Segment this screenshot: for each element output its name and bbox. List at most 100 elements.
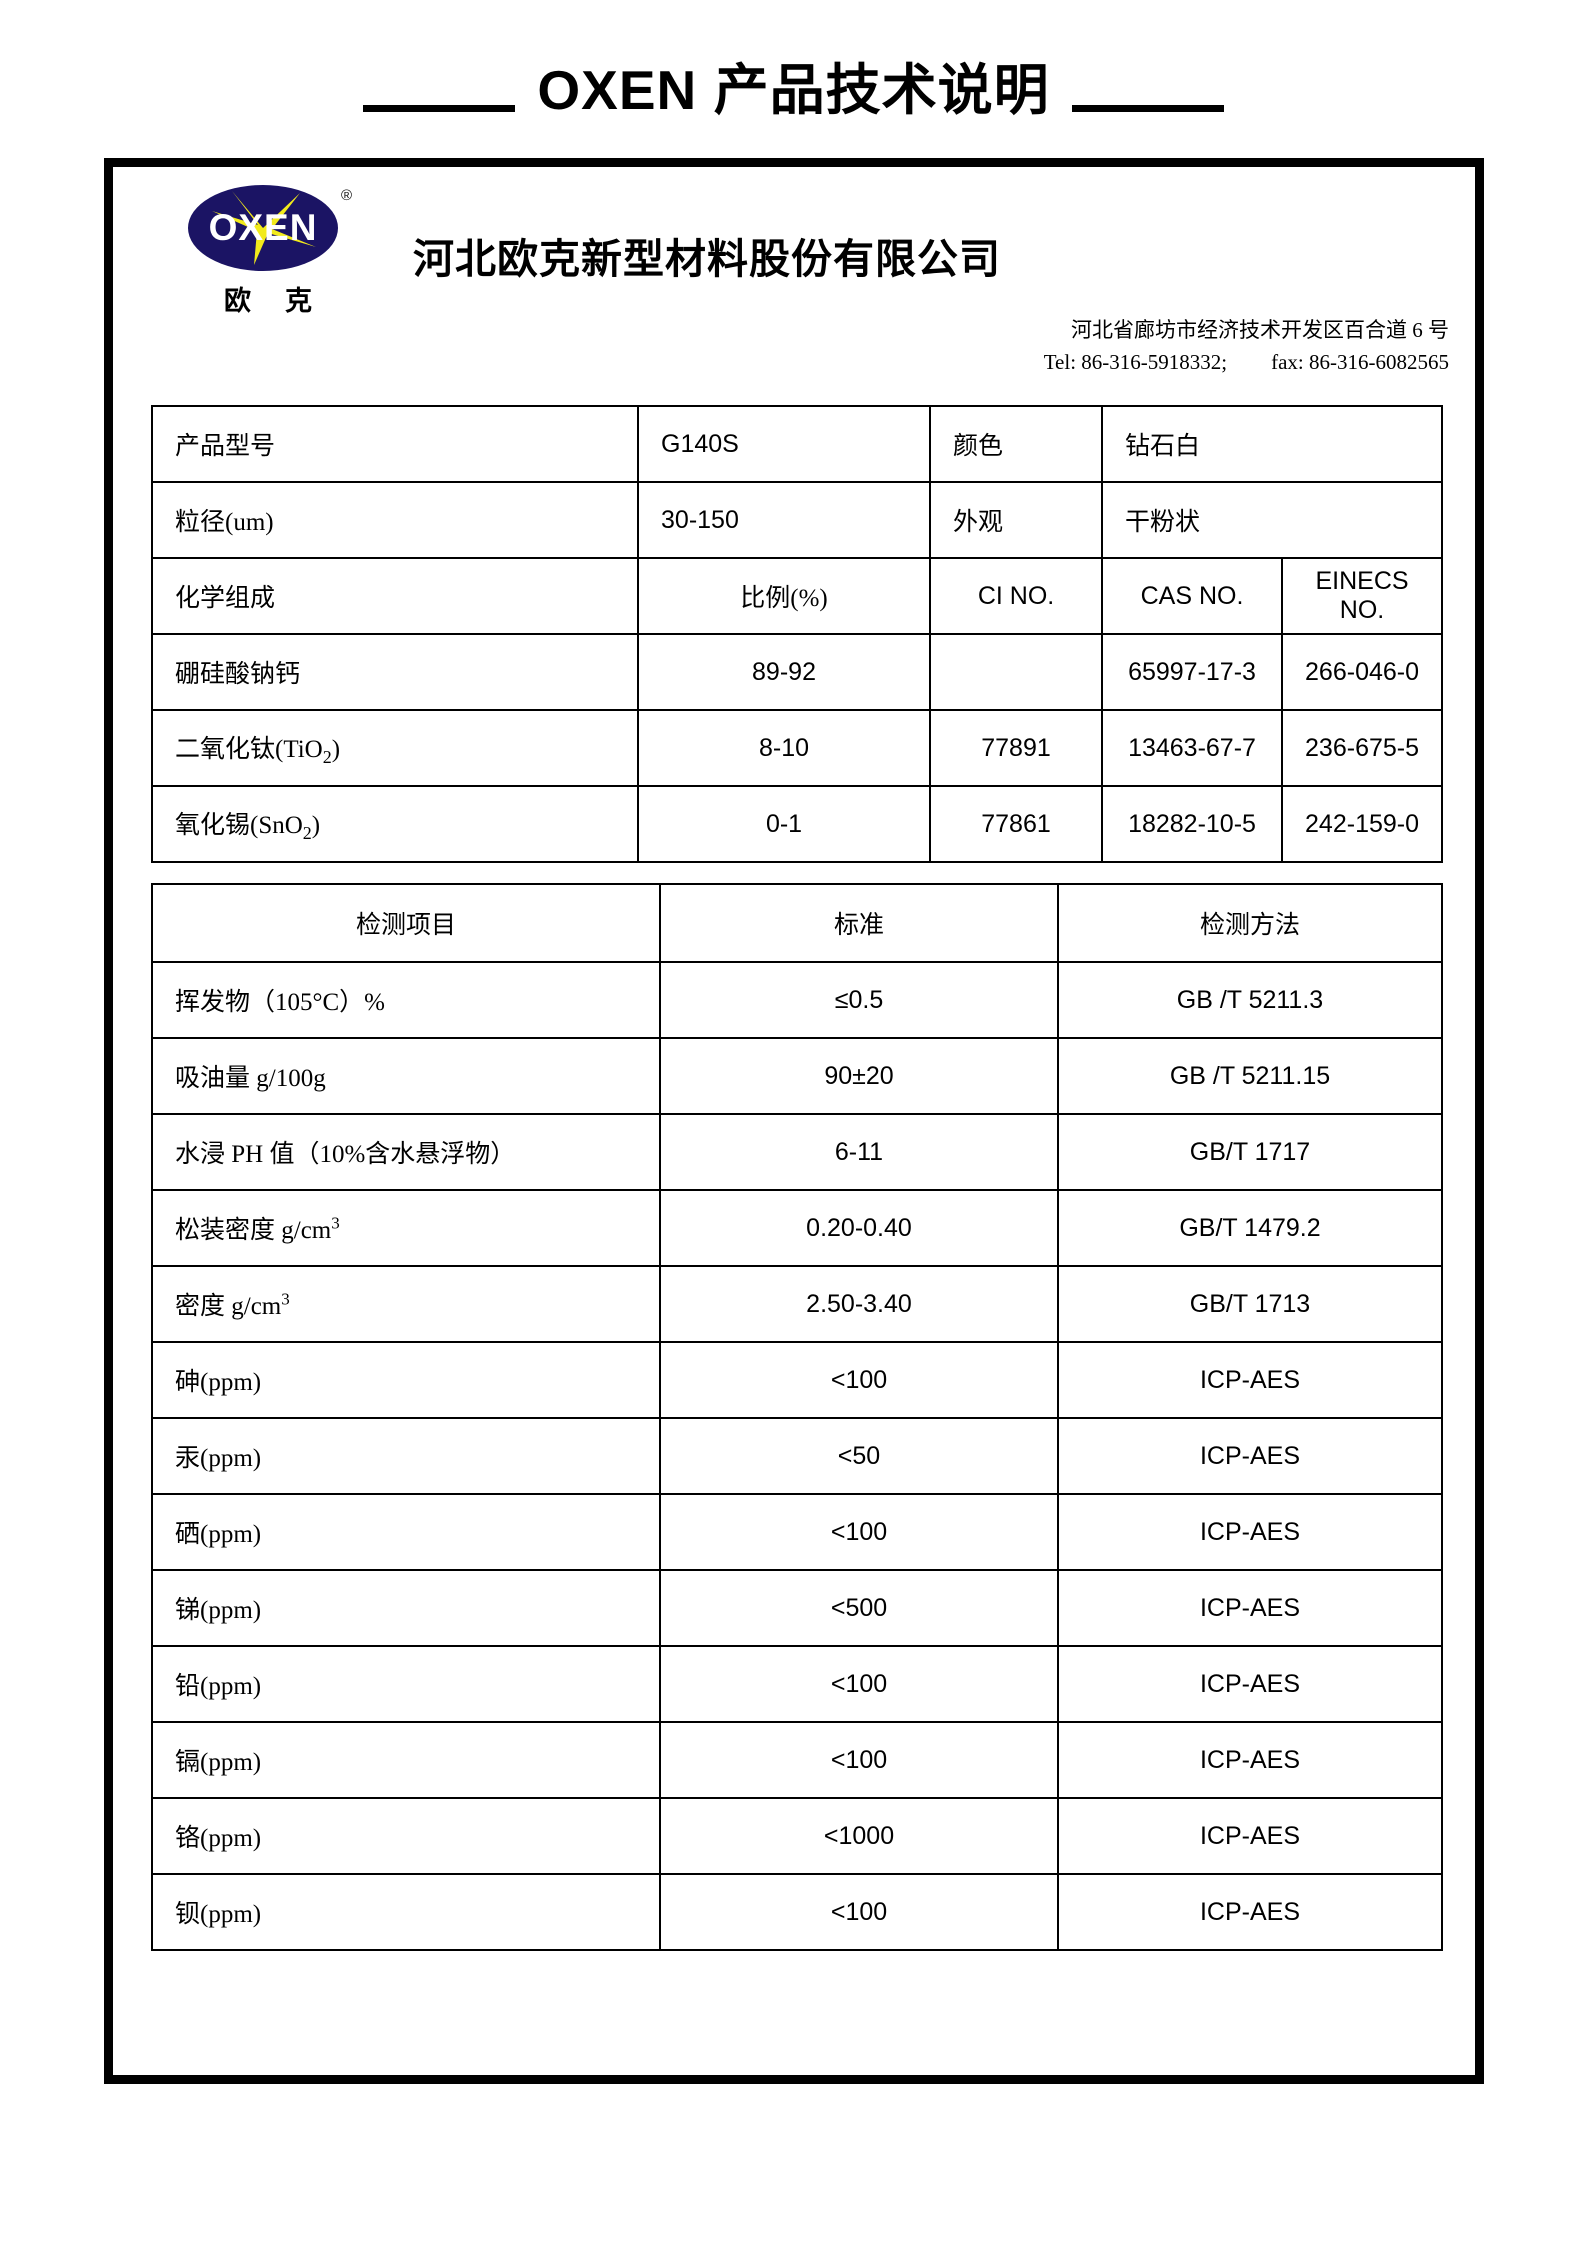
table-row: 锑(ppm) <500 ICP-AES (151, 1569, 1443, 1647)
composition-header-einecs: EINECS NO. (1281, 557, 1444, 635)
test-item: 砷(ppm) (151, 1341, 661, 1419)
test-method: ICP-AES (1057, 1721, 1443, 1799)
composition-name: 氧化锡(SnO2) (150, 785, 640, 863)
appearance-label: 外观 (929, 481, 1104, 559)
logo-wordmark: OXEN (208, 207, 318, 248)
test-method: GB/T 1713 (1057, 1265, 1443, 1343)
title-rule-right (1071, 105, 1224, 113)
contact-line: Tel: 86-316-5918332; fax: 86-316-6082565 (549, 347, 1449, 379)
test-method: GB/T 1479.2 (1057, 1189, 1443, 1267)
table-row: 挥发物（105°C）% ≤0.5 GB /T 5211.3 (151, 961, 1443, 1039)
table-row: 松装密度 g/cm3 0.20-0.40 GB/T 1479.2 (151, 1189, 1443, 1267)
particle-size-value: 30-150 (637, 481, 932, 559)
composition-einecs: 236-675-5 (1281, 709, 1444, 787)
particle-size-label: 粒径(um) (150, 481, 640, 559)
appearance-value: 干粉状 (1101, 481, 1444, 559)
test-standard: <100 (659, 1645, 1059, 1723)
test-header-2: 检测方法 (1057, 883, 1443, 963)
fax: fax: 86-316-6082565 (1271, 349, 1449, 374)
test-header-0: 检测项目 (151, 883, 661, 963)
test-method: ICP-AES (1057, 1341, 1443, 1419)
test-standard: <50 (659, 1417, 1059, 1495)
title-rule-left (363, 105, 516, 113)
test-method: GB /T 5211.15 (1057, 1037, 1443, 1115)
test-item: 锑(ppm) (151, 1569, 661, 1647)
table-row: 产品型号 G140S 颜色 钻石白 (150, 405, 1444, 483)
test-method: GB/T 1717 (1057, 1113, 1443, 1191)
test-item: 挥发物（105°C）% (151, 961, 661, 1039)
test-item: 硒(ppm) (151, 1493, 661, 1571)
composition-name: 硼硅酸钠钙 (150, 633, 640, 711)
test-item: 水浸 PH 值（10%含水悬浮物） (151, 1113, 661, 1191)
test-standard: 90±20 (659, 1037, 1059, 1115)
test-item: 铬(ppm) (151, 1797, 661, 1875)
company-name: 河北欧克新型材料股份有限公司 (413, 236, 1001, 282)
title-en: OXEN (537, 59, 698, 121)
test-item: 吸油量 g/100g (151, 1037, 661, 1115)
table-row: 水浸 PH 值（10%含水悬浮物） 6-11 GB/T 1717 (151, 1113, 1443, 1191)
logo-mark: OXEN ® (188, 185, 352, 271)
product-model-value: G140S (637, 405, 932, 483)
composition-ratio: 8-10 (637, 709, 932, 787)
table-row: 粒径(um) 30-150 外观 干粉状 (150, 481, 1444, 559)
test-method: ICP-AES (1057, 1417, 1443, 1495)
starburst-icon (212, 191, 316, 265)
table-row: 吸油量 g/100g 90±20 GB /T 5211.15 (151, 1037, 1443, 1115)
test-method: GB /T 5211.3 (1057, 961, 1443, 1039)
test-standard: <100 (659, 1873, 1059, 1951)
address-line: 河北省廊坊市经济技术开发区百合道 6 号 (1071, 318, 1449, 342)
test-method: ICP-AES (1057, 1797, 1443, 1875)
test-standard: <100 (659, 1341, 1059, 1419)
composition-header-name: 化学组成 (150, 557, 640, 635)
composition-cas: 18282-10-5 (1101, 785, 1284, 863)
composition-header-ci: CI NO. (929, 557, 1104, 635)
test-standard: 0.20-0.40 (659, 1189, 1059, 1267)
product-color-label: 颜色 (929, 405, 1104, 483)
table-row: 铅(ppm) <100 ICP-AES (151, 1645, 1443, 1723)
company-address: 河北省廊坊市经济技术开发区百合道 6 号 Tel: 86-316-5918332… (549, 315, 1449, 378)
product-info-table: 产品型号 G140S 颜色 钻石白 粒径(um) 30-150 外观 干粉状 化… (150, 405, 1444, 863)
test-standard: <1000 (659, 1797, 1059, 1875)
test-method: ICP-AES (1057, 1569, 1443, 1647)
test-item: 密度 g/cm3 (151, 1265, 661, 1343)
table-row: 硒(ppm) <100 ICP-AES (151, 1493, 1443, 1571)
test-item: 镉(ppm) (151, 1721, 661, 1799)
test-standard: ≤0.5 (659, 961, 1059, 1039)
logo-chinese-name: 欧克 (224, 286, 346, 316)
composition-einecs: 266-046-0 (1281, 633, 1444, 711)
table-row: 二氧化钛(TiO2) 8-10 77891 13463-67-7 236-675… (150, 709, 1444, 787)
table-header-row: 检测项目 标准 检测方法 (151, 883, 1443, 963)
test-item: 松装密度 g/cm3 (151, 1189, 661, 1267)
page-title: OXEN 产品技术说明 (537, 59, 1050, 121)
test-standard: <100 (659, 1493, 1059, 1571)
composition-einecs: 242-159-0 (1281, 785, 1444, 863)
registered-trademark-icon: ® (340, 187, 352, 204)
test-header-1: 标准 (659, 883, 1059, 963)
table-row: 镉(ppm) <100 ICP-AES (151, 1721, 1443, 1799)
table-row: 汞(ppm) <50 ICP-AES (151, 1417, 1443, 1495)
test-item: 汞(ppm) (151, 1417, 661, 1495)
test-standard: <100 (659, 1721, 1059, 1799)
brand-logo: OXEN ® 欧克 (153, 185, 383, 318)
table-row: 砷(ppm) <100 ICP-AES (151, 1341, 1443, 1419)
test-specification-table: 检测项目 标准 检测方法 挥发物（105°C）% ≤0.5 GB /T 5211.3 吸油量… (151, 883, 1443, 1951)
composition-ratio: 89-92 (637, 633, 932, 711)
composition-header-ratio: 比例(%) (637, 557, 932, 635)
table-row: 钡(ppm) <100 ICP-AES (151, 1873, 1443, 1951)
title-cn: 产品技术说明 (713, 59, 1050, 121)
composition-ci: 77861 (929, 785, 1104, 863)
product-model-label: 产品型号 (150, 405, 640, 483)
page-frame: OXEN ® 欧克 河北欧克新型材料股份有限公司 河北省廊坊市经济技术开发区百合… (104, 158, 1484, 2084)
test-method: ICP-AES (1057, 1873, 1443, 1951)
composition-name: 二氧化钛(TiO2) (150, 709, 640, 787)
composition-cas: 13463-67-7 (1101, 709, 1284, 787)
table-row: 铬(ppm) <1000 ICP-AES (151, 1797, 1443, 1875)
telephone: Tel: 86-316-5918332; (1043, 349, 1228, 374)
test-item: 铅(ppm) (151, 1645, 661, 1723)
composition-header-cas: CAS NO. (1101, 557, 1284, 635)
table-row: 氧化锡(SnO2) 0-1 77861 18282-10-5 242-159-0 (150, 785, 1444, 863)
composition-ci: 77891 (929, 709, 1104, 787)
test-method: ICP-AES (1057, 1645, 1443, 1723)
test-item: 钡(ppm) (151, 1873, 661, 1951)
